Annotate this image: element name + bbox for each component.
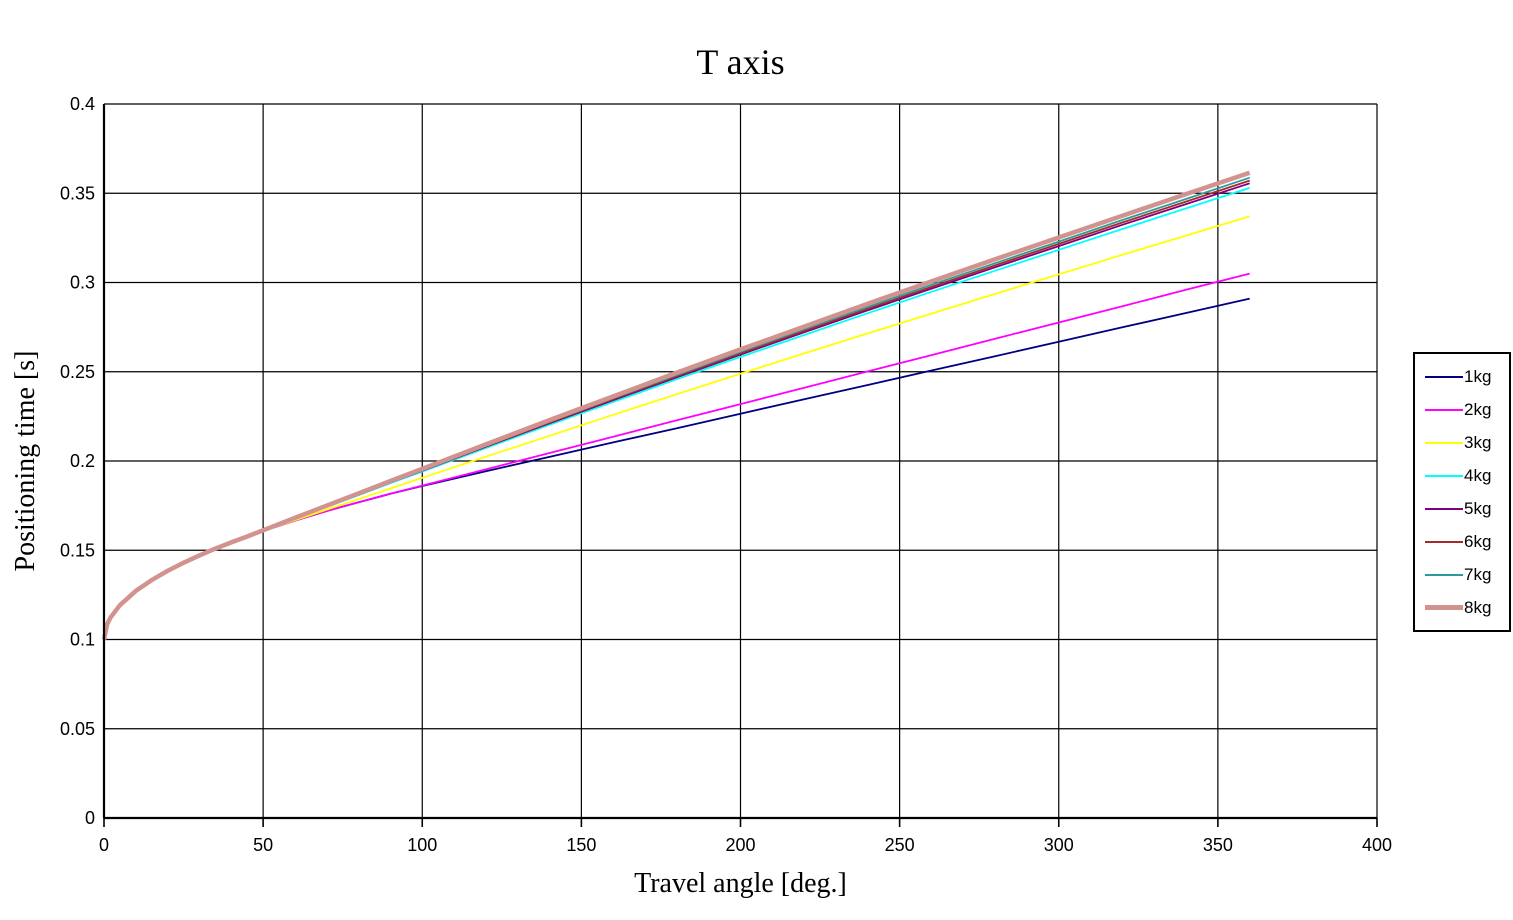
series-line-5kg xyxy=(103,182,1250,640)
x-tick-label: 50 xyxy=(253,835,273,855)
series-line-2kg xyxy=(103,272,1250,640)
legend-item-7kg: 7kg xyxy=(1425,558,1505,591)
legend-item-6kg: 6kg xyxy=(1425,525,1505,558)
legend-label: 2kg xyxy=(1464,399,1492,419)
legend-line-swatch xyxy=(1425,573,1463,576)
legend-line-swatch xyxy=(1425,540,1463,543)
series-line-6kg xyxy=(103,179,1250,640)
y-tick-label: 0.3 xyxy=(70,273,95,293)
y-tick-label: 0.05 xyxy=(60,719,95,739)
x-tick-label: 350 xyxy=(1203,835,1233,855)
y-tick-label: 0.35 xyxy=(60,183,95,203)
legend-label: 1kg xyxy=(1464,366,1492,386)
x-tick-label: 150 xyxy=(566,835,596,855)
y-tick-label: 0.25 xyxy=(60,362,95,382)
legend-line-swatch xyxy=(1425,441,1463,444)
legend-item-3kg: 3kg xyxy=(1425,426,1505,459)
legend-line-swatch xyxy=(1425,605,1463,610)
legend-label: 7kg xyxy=(1464,564,1492,584)
legend-label: 6kg xyxy=(1464,531,1492,551)
legend-item-4kg: 4kg xyxy=(1425,459,1505,492)
legend-label: 5kg xyxy=(1464,498,1492,518)
y-tick-label: 0.15 xyxy=(60,540,95,560)
series-line-8kg xyxy=(101,170,1251,640)
x-tick-label: 0 xyxy=(99,835,109,855)
x-tick-label: 200 xyxy=(725,835,755,855)
chart-title: T axis xyxy=(696,42,785,82)
legend-label: 8kg xyxy=(1464,597,1492,617)
series-line-4kg xyxy=(103,187,1250,640)
legend-label: 3kg xyxy=(1464,432,1492,452)
legend-line-swatch xyxy=(1425,507,1463,510)
y-tick-label: 0.4 xyxy=(70,94,95,114)
legend-line-swatch xyxy=(1425,408,1463,411)
y-tick-label: 0.1 xyxy=(70,630,95,650)
legend: 1kg 2kg 3kg 4kg 5kg 6kg 7kg 8kg xyxy=(1413,352,1511,632)
legend-label: 4kg xyxy=(1464,465,1492,485)
x-tick-label: 300 xyxy=(1044,835,1074,855)
legend-item-5kg: 5kg xyxy=(1425,492,1505,525)
y-tick-label: 0 xyxy=(85,808,95,828)
x-tick-label: 100 xyxy=(407,835,437,855)
legend-line-swatch xyxy=(1425,375,1463,378)
legend-line-swatch xyxy=(1425,474,1463,477)
legend-item-8kg: 8kg xyxy=(1425,591,1505,624)
legend-item-2kg: 2kg xyxy=(1425,393,1505,426)
series-line-7kg xyxy=(103,176,1250,640)
legend-item-1kg: 1kg xyxy=(1425,360,1505,393)
series-line-1kg xyxy=(103,297,1250,640)
x-axis-title: Travel angle [deg.] xyxy=(634,868,847,899)
y-tick-label: 0.2 xyxy=(70,451,95,471)
x-tick-label: 400 xyxy=(1362,835,1392,855)
x-tick-label: 250 xyxy=(885,835,915,855)
